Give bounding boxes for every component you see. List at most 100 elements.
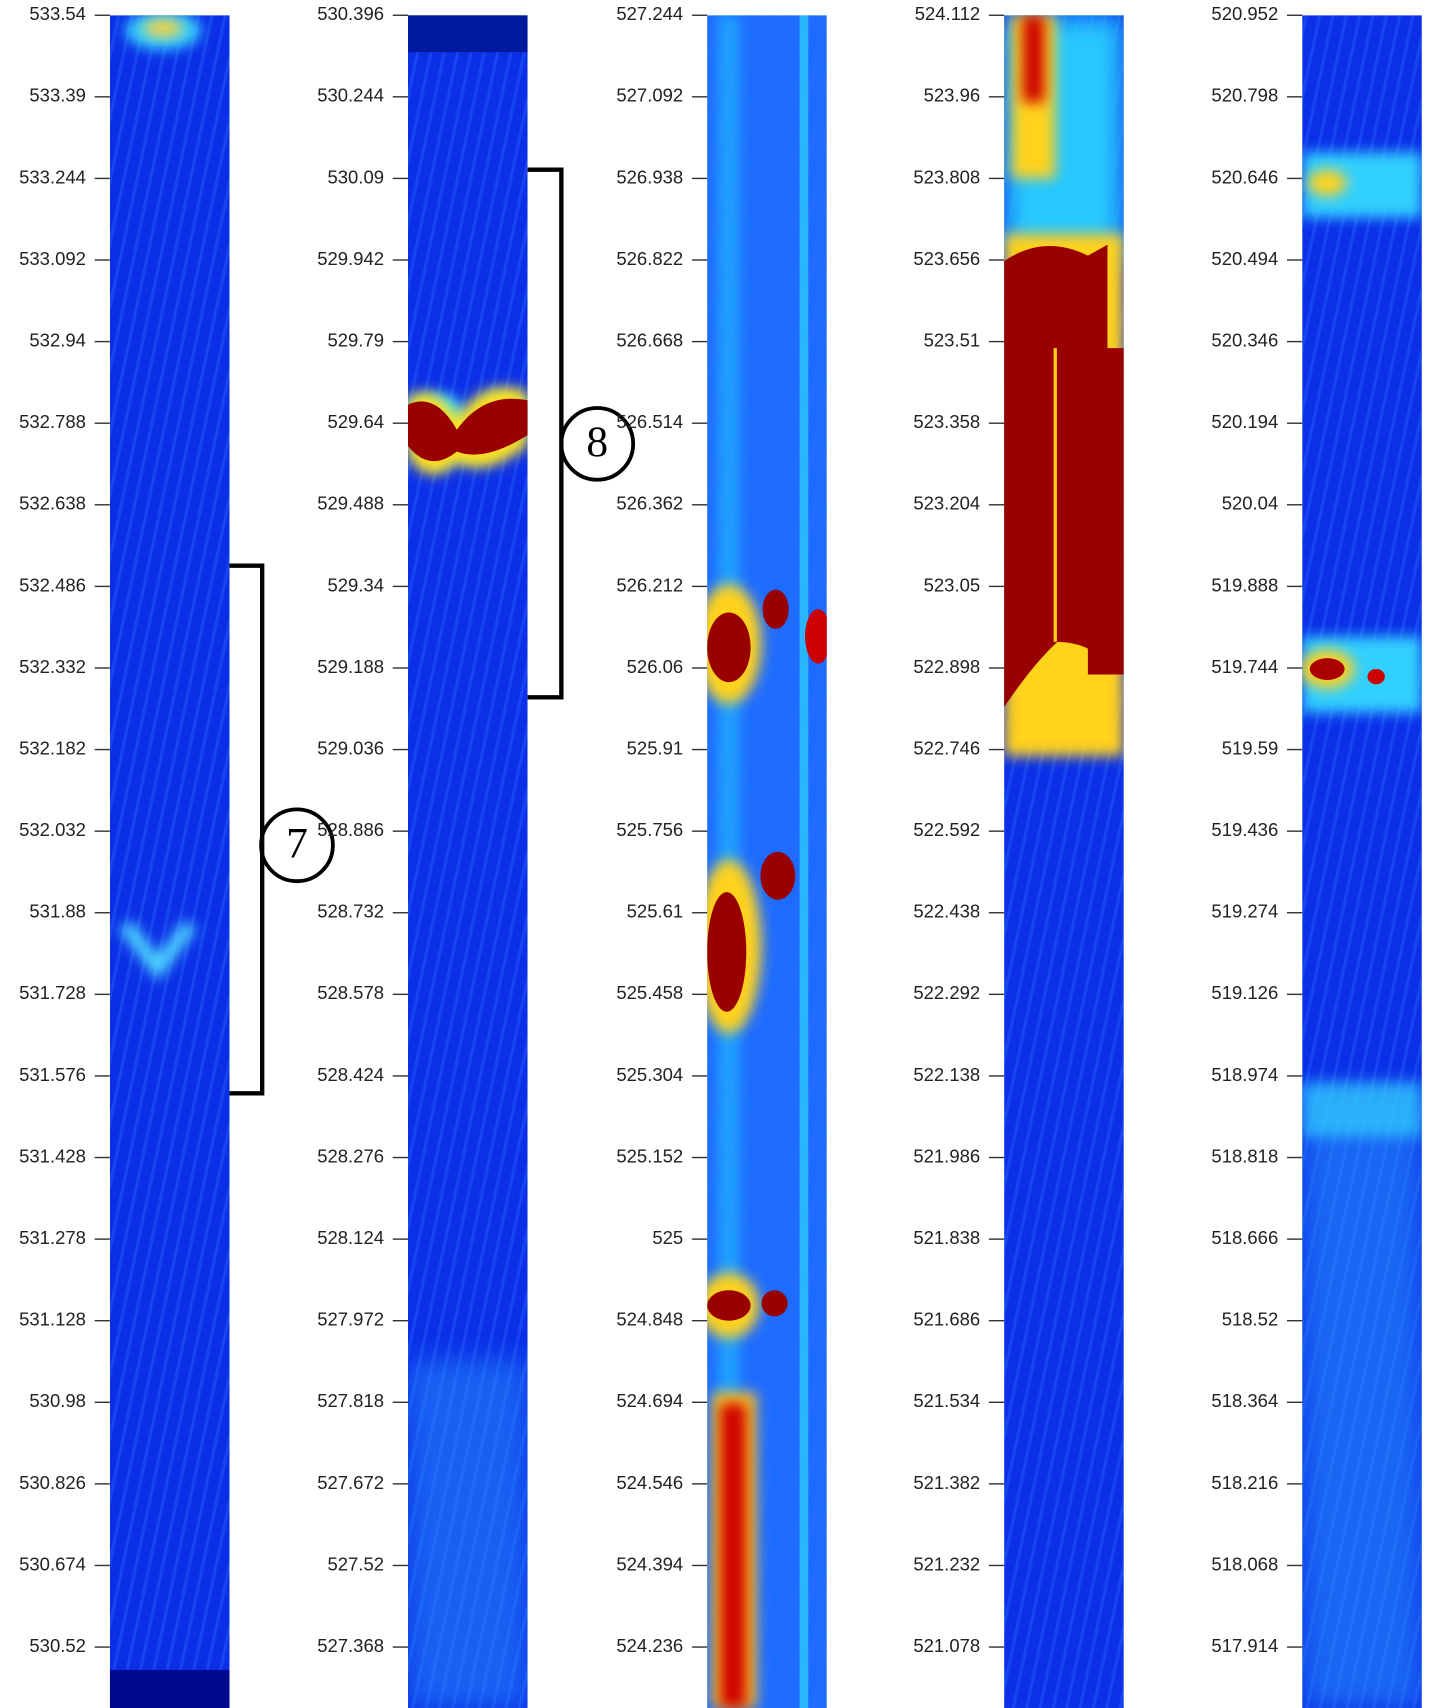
tick-label: 519.126 xyxy=(1211,982,1278,1003)
tick-label: 518.068 xyxy=(1211,1553,1278,1574)
tick-label: 526.514 xyxy=(616,411,683,432)
tick-label: 533.244 xyxy=(19,166,86,187)
tick-label: 526.938 xyxy=(616,166,683,187)
tick-label: 523.656 xyxy=(913,248,980,269)
tick-label: 524.236 xyxy=(616,1635,683,1656)
annotation-7: 7 xyxy=(259,807,335,884)
heatmap xyxy=(407,15,528,1708)
tick-label: 520.798 xyxy=(1211,85,1278,106)
tick-label: 531.728 xyxy=(19,982,86,1003)
tick-label: 520.952 xyxy=(1211,3,1278,24)
tick-label: 528.732 xyxy=(317,901,384,922)
tick-label: 528.124 xyxy=(317,1227,384,1248)
tick-label: 530.98 xyxy=(29,1390,86,1411)
tick-label: 518.216 xyxy=(1211,1472,1278,1493)
tick-label: 530.52 xyxy=(29,1635,86,1656)
annotation-label: 8 xyxy=(586,418,608,466)
tick-label: 522.138 xyxy=(913,1064,980,1085)
heatmap xyxy=(707,15,827,1708)
tick-label: 521.382 xyxy=(913,1472,980,1493)
tick-label: 529.488 xyxy=(317,493,384,514)
tick-label: 525 xyxy=(652,1227,683,1248)
annotation-8: 8 xyxy=(559,406,636,482)
tick-label: 522.746 xyxy=(913,737,980,758)
tick-label: 519.274 xyxy=(1211,901,1278,922)
tick-label: 529.942 xyxy=(317,248,384,269)
tick-label: 527.368 xyxy=(317,1635,384,1656)
tick-label: 521.232 xyxy=(913,1553,980,1574)
tick-label: 528.578 xyxy=(317,982,384,1003)
tick-label: 532.486 xyxy=(19,574,86,595)
tick-label: 524.694 xyxy=(616,1390,683,1411)
tick-label: 530.826 xyxy=(19,1472,86,1493)
tick-label: 518.364 xyxy=(1211,1390,1278,1411)
tick-label: 533.092 xyxy=(19,248,86,269)
tick-label: 522.898 xyxy=(913,656,980,677)
tick-label: 521.686 xyxy=(913,1309,980,1330)
tick-label: 519.436 xyxy=(1211,819,1278,840)
tick-label: 523.96 xyxy=(924,85,981,106)
tick-label: 524.112 xyxy=(915,3,980,24)
tick-label: 518.974 xyxy=(1211,1064,1278,1085)
tick-label: 521.986 xyxy=(913,1145,980,1166)
tick-label: 523.808 xyxy=(913,166,980,187)
tick-label: 521.838 xyxy=(913,1227,980,1248)
tick-label: 533.54 xyxy=(29,3,86,24)
tick-label: 530.244 xyxy=(317,85,384,106)
tick-label: 532.788 xyxy=(19,411,86,432)
tick-label: 529.79 xyxy=(327,329,384,350)
tick-label: 521.534 xyxy=(913,1390,980,1411)
heatmap xyxy=(1004,15,1124,1708)
tick-label: 525.61 xyxy=(627,901,684,922)
tick-label: 518.818 xyxy=(1211,1145,1278,1166)
tick-label: 520.646 xyxy=(1211,166,1278,187)
tick-label: 521.078 xyxy=(913,1635,980,1656)
tick-label: 527.092 xyxy=(616,85,683,106)
tick-label: 527.972 xyxy=(317,1309,384,1330)
tick-label: 522.592 xyxy=(913,819,980,840)
tick-label: 522.292 xyxy=(913,982,980,1003)
tick-label: 532.94 xyxy=(29,329,86,350)
tick-label: 527.244 xyxy=(616,3,683,24)
tick-label: 523.204 xyxy=(913,493,980,514)
tick-label: 525.458 xyxy=(616,982,683,1003)
tick-label: 526.362 xyxy=(616,493,683,514)
tick-label: 532.032 xyxy=(19,819,86,840)
tick-label: 525.91 xyxy=(627,737,684,758)
tick-label: 532.332 xyxy=(19,656,86,677)
tick-label: 530.09 xyxy=(327,166,384,187)
tick-label: 531.278 xyxy=(19,1227,86,1248)
tick-label: 531.128 xyxy=(19,1309,86,1330)
tick-label: 520.194 xyxy=(1211,411,1278,432)
tick-label: 523.51 xyxy=(924,329,981,350)
tick-label: 529.036 xyxy=(317,737,384,758)
tick-label: 527.818 xyxy=(317,1390,384,1411)
annotation-label: 7 xyxy=(286,819,308,867)
tick-label: 528.276 xyxy=(317,1145,384,1166)
tick-label: 528.886 xyxy=(317,819,384,840)
tick-label: 520.346 xyxy=(1211,329,1278,350)
tick-label: 531.576 xyxy=(19,1064,86,1085)
tick-label: 525.152 xyxy=(616,1145,683,1166)
tick-label: 519.59 xyxy=(1222,737,1279,758)
axes: 533.54 533.39 533.244 533.092 532.94 532.788 5… xyxy=(19,3,1303,1656)
tick-label: 533.39 xyxy=(29,85,86,106)
tick-label: 532.638 xyxy=(19,493,86,514)
tick-label: 518.52 xyxy=(1222,1309,1279,1330)
tick-label: 524.546 xyxy=(616,1472,683,1493)
tick-label: 522.438 xyxy=(913,901,980,922)
tick-label: 518.666 xyxy=(1211,1227,1278,1248)
tick-label: 530.396 xyxy=(317,3,384,24)
tick-label: 525.304 xyxy=(616,1064,683,1085)
tick-label: 519.744 xyxy=(1211,656,1278,677)
tick-label: 529.34 xyxy=(327,574,384,595)
tick-label: 525.756 xyxy=(616,819,683,840)
tick-label: 520.04 xyxy=(1222,493,1279,514)
tick-label: 526.06 xyxy=(627,656,684,677)
tick-label: 532.182 xyxy=(19,737,86,758)
tick-label: 531.88 xyxy=(29,901,86,922)
tick-label: 528.424 xyxy=(317,1064,384,1085)
heatmap xyxy=(1302,15,1422,1708)
tick-label: 529.64 xyxy=(327,411,384,432)
